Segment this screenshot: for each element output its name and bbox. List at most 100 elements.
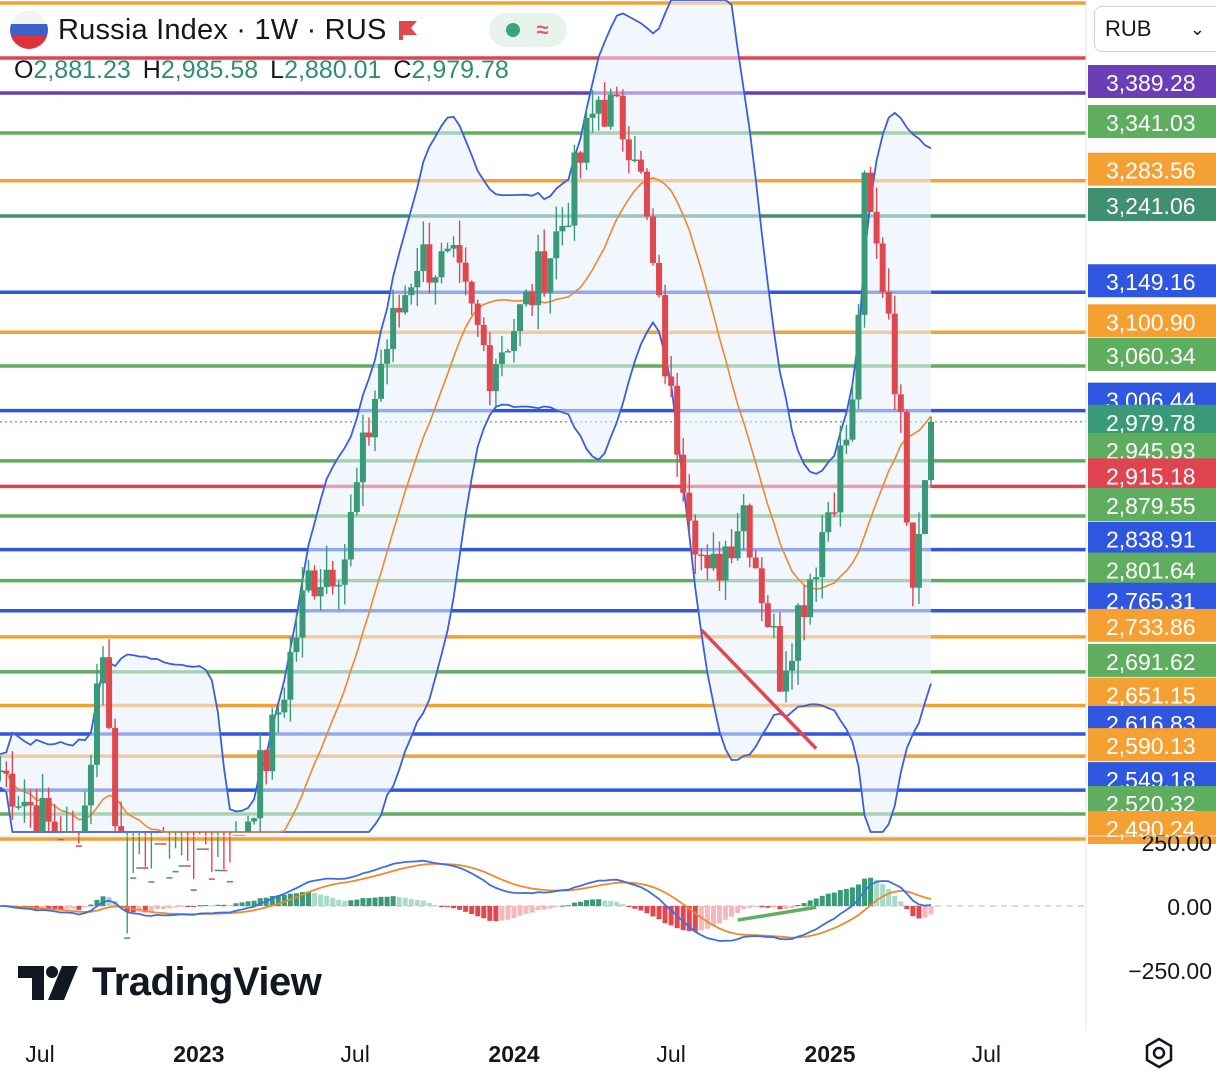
- macd-histogram-bar: [813, 898, 819, 906]
- symbol-header[interactable]: Russia Index · 1W · RUS ≈: [10, 8, 567, 52]
- macd-histogram-bar: [408, 898, 414, 906]
- macd-histogram-bar: [650, 906, 656, 917]
- candle-body: [819, 532, 826, 578]
- candle-body: [130, 877, 137, 879]
- price-label-16: 2,691.62: [1088, 643, 1216, 677]
- macd-histogram-bar: [269, 895, 275, 906]
- candle-body: [468, 281, 475, 304]
- macd-histogram-bar: [723, 906, 729, 920]
- macd-histogram-bar: [299, 892, 305, 906]
- macd-histogram-bar: [275, 895, 281, 906]
- candle-body: [849, 399, 856, 440]
- macd-histogram-bar: [577, 901, 583, 906]
- price-label-text: 3,283.56: [1106, 158, 1196, 184]
- macd-histogram-bar: [154, 906, 160, 910]
- candle-body: [758, 568, 765, 604]
- candle-body: [921, 480, 928, 534]
- macd-signal-line: [0, 863, 932, 939]
- price-label-4: 3,149.16: [1088, 264, 1216, 298]
- candle-body: [414, 270, 421, 288]
- macd-histogram-bar: [662, 906, 668, 924]
- candle-body: [553, 231, 560, 259]
- candle-body: [335, 584, 342, 587]
- candle-body: [752, 557, 759, 569]
- candle-body: [517, 304, 524, 331]
- candle-body: [770, 626, 777, 628]
- macd-histogram-bar: [862, 878, 868, 906]
- price-label-text: 2,801.64: [1106, 558, 1196, 584]
- candle-body: [432, 277, 439, 283]
- macd-histogram-bar: [765, 906, 771, 908]
- macd-histogram-bar: [541, 906, 547, 910]
- price-label-19: 2,590.13: [1088, 728, 1216, 762]
- macd-histogram-bar: [771, 906, 777, 908]
- trend-line-green: [737, 905, 817, 922]
- candle-body: [9, 773, 16, 807]
- indicator-status-pill[interactable]: ≈: [488, 13, 567, 47]
- candle-body: [746, 505, 753, 558]
- macd-histogram-bar: [886, 888, 892, 906]
- tradingview-logo[interactable]: TradingView: [18, 960, 322, 1005]
- candle-body: [855, 314, 862, 400]
- time-label-5: 2025: [804, 1041, 855, 1067]
- macd-histogram-bar: [849, 887, 855, 906]
- macd-histogram-bar: [312, 893, 318, 906]
- price-label-bg: [1088, 608, 1216, 642]
- candle-body: [136, 867, 143, 869]
- candle-body: [390, 307, 397, 350]
- candle-body: [112, 727, 119, 827]
- price-label-text: 2,590.13: [1106, 733, 1196, 759]
- macd-histogram-bar: [40, 906, 46, 909]
- candle-body: [728, 546, 735, 559]
- macd-histogram-bar: [499, 906, 505, 921]
- candle-body: [891, 313, 898, 395]
- red-flag-icon[interactable]: [397, 19, 419, 41]
- candle-body: [686, 492, 693, 521]
- candle-body: [287, 652, 294, 700]
- macd-histogram-bar: [874, 879, 880, 906]
- candle-body: [511, 330, 517, 352]
- macd-histogram-bar: [590, 899, 596, 906]
- candle-body: [178, 865, 185, 867]
- macd-histogram-bar: [245, 901, 251, 906]
- macd-histogram-bar: [136, 906, 142, 912]
- macd-histogram-bar: [825, 893, 831, 906]
- candle-body: [275, 712, 282, 715]
- candle-body: [172, 870, 179, 873]
- candle-body: [529, 291, 536, 306]
- candle-body: [402, 295, 409, 313]
- macd-histogram-bar: [46, 906, 52, 909]
- macd-histogram-bar: [167, 906, 173, 909]
- candle-body: [220, 869, 227, 872]
- candle-body: [704, 554, 711, 569]
- price-label-text: 2,651.15: [1106, 682, 1196, 708]
- macd-histogram-bar: [656, 906, 662, 920]
- macd-histogram-bar: [801, 903, 807, 906]
- macd-histogram-bar: [414, 899, 420, 906]
- status-dot-icon: [506, 23, 521, 37]
- candle-body: [21, 801, 28, 807]
- candle-body: [81, 805, 88, 832]
- macd-histogram-bar: [384, 896, 390, 906]
- ohlc-high: H2,985.58: [142, 56, 259, 84]
- candle-body: [299, 590, 306, 638]
- macd-histogram-bar: [511, 906, 517, 919]
- macd-histogram-bar: [596, 899, 602, 906]
- price-label-5: 3,100.90: [1088, 304, 1216, 338]
- macd-histogram-bar: [904, 906, 910, 910]
- macd-histogram-bar: [928, 906, 934, 915]
- candle-body: [541, 251, 548, 293]
- ohlc-close: C2,979.78: [393, 56, 509, 84]
- macd-histogram-bar: [517, 906, 523, 916]
- currency-select[interactable]: RUB ⌄: [1094, 6, 1216, 52]
- macd-histogram-bar: [638, 906, 644, 911]
- price-label-text: 3,241.06: [1106, 193, 1196, 219]
- price-label-text: 3,060.34: [1106, 343, 1196, 369]
- candle-body: [613, 94, 620, 97]
- gear-icon[interactable]: [1142, 1036, 1176, 1075]
- candle-body: [492, 364, 499, 392]
- macd-histogram-bar: [191, 906, 197, 907]
- candle-body: [571, 152, 578, 226]
- price-label-bg: [1088, 677, 1216, 711]
- candle-body: [106, 657, 113, 728]
